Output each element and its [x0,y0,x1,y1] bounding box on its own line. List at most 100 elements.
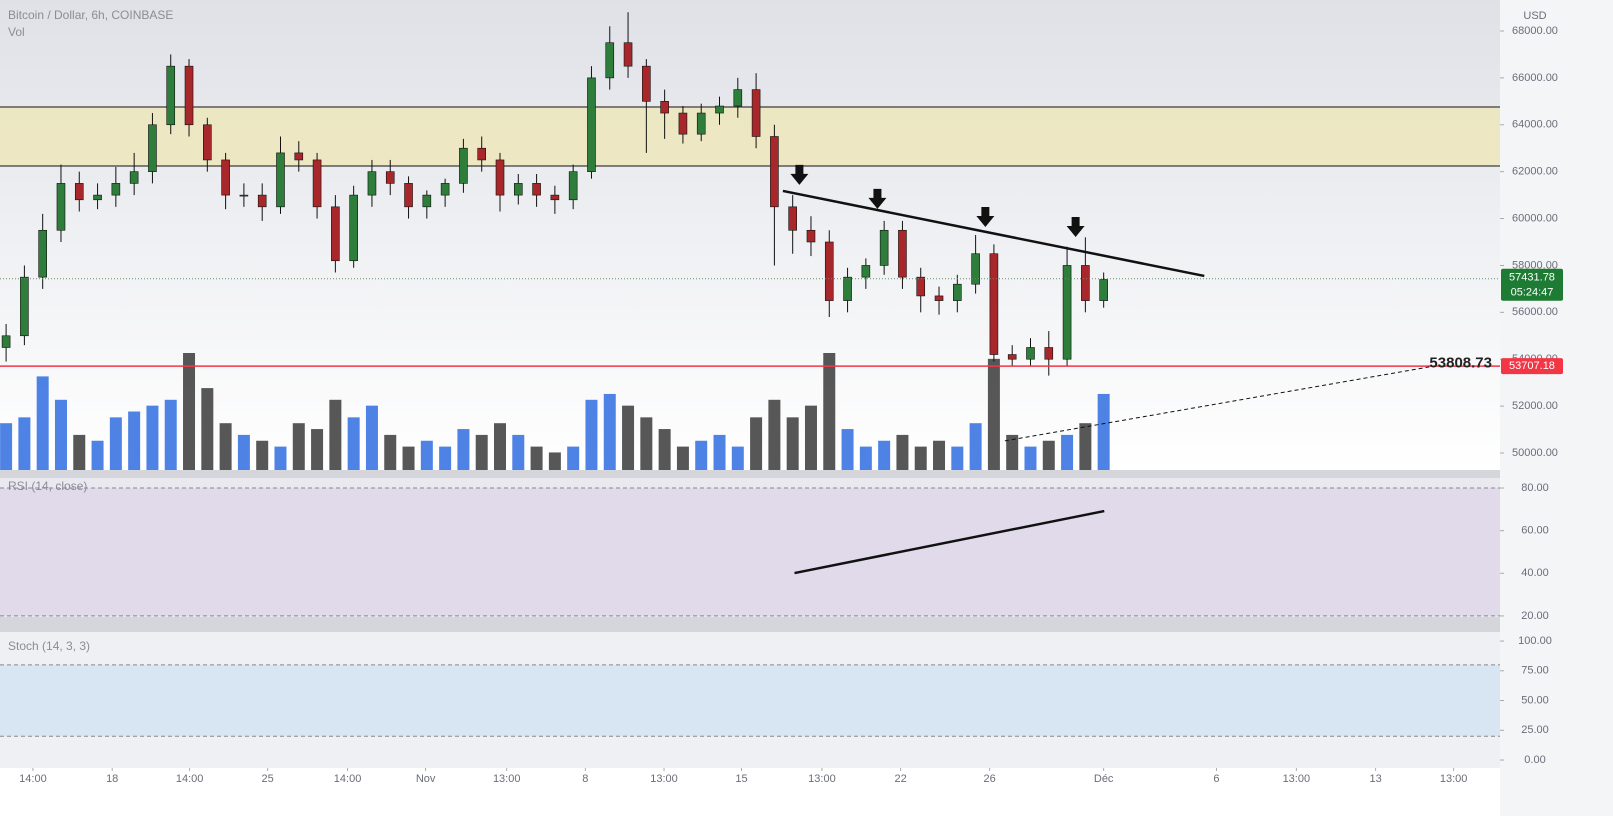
candle-body [331,206,340,262]
x-tick-label: 13:00 [493,773,521,785]
candle-body [1,335,11,348]
candle-body [953,283,962,301]
volume-bar [1079,423,1092,470]
candle-body [221,159,230,196]
volume-bar [914,446,927,470]
volume-bar [530,446,543,470]
volume-bar [18,417,31,470]
candle-body [203,124,212,161]
volume-bar [146,405,159,470]
candle-body [56,183,66,231]
trend-line [1004,366,1430,442]
candle-body [38,229,47,278]
candle-body [349,194,358,262]
volume-bar [402,446,415,470]
candle-body [385,171,395,184]
candle-body [989,253,999,355]
candle-body [770,136,779,208]
volume-bar [1061,434,1074,470]
y-tick-label: 50000.00 [1512,447,1558,459]
band [0,488,1500,616]
x-tick-label: 6 [1213,773,1219,785]
candle-body [1099,279,1108,301]
candle-body [843,276,852,301]
volume-bar [311,429,324,470]
volume-bar [54,399,67,470]
candle-body [495,159,505,196]
candle-body [367,171,377,196]
y-tick-label: 52000.00 [1512,400,1558,412]
volume-bar [512,434,525,470]
y-tick-label: 80.00 [1521,482,1549,494]
volume-bar [786,417,799,470]
candle-body [696,112,706,135]
arrow [790,164,809,185]
arrow [1066,216,1085,237]
candle-body [459,147,468,184]
x-tick-label: 13:00 [650,773,678,785]
candle-body [1081,265,1090,301]
volume-bar [365,405,378,470]
currency: USD [1523,10,1546,22]
y-tick-label: 60000.00 [1512,212,1558,224]
volume-bar [1006,434,1019,470]
volume-bar [164,399,177,470]
y-tick-label: 40.00 [1521,567,1549,579]
y-tick-label: 66000.00 [1512,72,1558,84]
volume-bar [878,440,891,470]
volume-bar [603,393,616,470]
volume-bar [1097,393,1110,470]
volume-bar [292,423,305,470]
candle-body [184,65,194,126]
volume-bar [695,440,708,470]
volume-bar [256,440,269,470]
trend-line [782,189,1205,278]
candle-body [1007,354,1017,360]
volume-bar [128,411,141,470]
alert-price-box [1501,358,1563,375]
volume-bar [969,423,982,470]
volume-bar [36,376,49,470]
volume-bar [109,417,122,470]
candle-body [879,229,889,266]
candle-body [513,183,523,196]
candle-body [294,152,304,161]
y-tick-label: 25.00 [1521,724,1549,736]
candle-body [74,183,84,201]
volume-bar [274,446,287,470]
x-tick-label: 22 [894,773,906,785]
volume-bar [237,434,250,470]
last-price-label: 57431.78 [1509,272,1555,284]
volume-bar [439,446,452,470]
volume-bar [0,423,13,470]
candle-body [678,112,688,135]
x-tick-label: 13:00 [1283,773,1311,785]
price-annotation: 53808.73 [1429,355,1492,372]
pane-separator [0,617,1613,632]
volume-bar [987,358,1000,470]
x-tick-label: 14:00 [19,773,47,785]
volume-bar [640,417,653,470]
candle-body [1062,265,1072,360]
rsi-title: RSI (14, close) [8,479,87,493]
candle-body [934,295,944,301]
candle-body [1026,347,1035,360]
volume-bar [183,353,196,470]
candle-body [898,229,907,278]
x-tick-label: 25 [262,773,274,785]
candle-body [550,194,560,201]
x-tick-label: 14:00 [176,773,204,785]
volume-bar [768,399,781,470]
volume-bar [457,429,470,470]
volume-bar [804,405,817,470]
volume-bar [676,446,689,470]
candle-body [605,42,615,79]
x-tick-label: 18 [106,773,118,785]
volume-bar [933,440,946,470]
volume-bar [494,423,506,470]
y-tick-label: 68000.00 [1512,25,1558,37]
volume-bar [896,434,909,470]
x-tick-label: 13 [1369,773,1381,785]
candle-body [1044,347,1054,360]
